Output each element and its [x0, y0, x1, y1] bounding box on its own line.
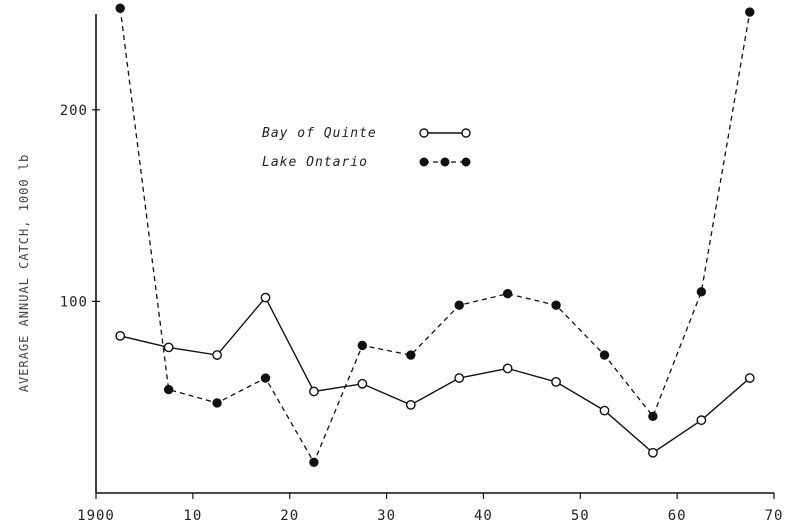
series-lake-ontario — [115, 3, 755, 468]
data-point-bay-of-quinte-1957.5 — [648, 447, 658, 458]
data-point-lake-ontario-1937.5 — [454, 300, 464, 310]
x-tick-label-70: 70 — [765, 508, 784, 524]
data-point-bay-of-quinte-1962.5 — [696, 415, 707, 426]
legend: Bay of Quinte Lake Ontario — [262, 126, 471, 170]
y-ticks: 100 200 — [60, 103, 100, 310]
x-tick-label-60: 60 — [668, 508, 687, 524]
y-tick-label-100: 100 — [60, 294, 88, 310]
legend-label-lake-ontario: Lake Ontario — [262, 155, 368, 170]
data-point-bay-of-quinte-1932.5 — [405, 399, 416, 410]
series-line-lake-ontario — [119, 8, 751, 464]
series-bay-of-quinte — [115, 292, 755, 458]
data-point-bay-of-quinte-1947.5 — [551, 376, 561, 387]
legend-marker-bay-of-quinte-end — [461, 128, 471, 138]
y-axis-label-group: AVERAGE ANNUAL CATCH, 1000 lb — [17, 154, 31, 393]
data-point-bay-of-quinte-1952.5 — [599, 405, 610, 416]
x-tick-label-30: 30 — [377, 508, 396, 524]
legend-label-bay-of-quinte: Bay of Quinte — [262, 126, 377, 141]
data-point-bay-of-quinte-1922.5 — [309, 386, 319, 397]
data-point-bay-of-quinte-1917.5 — [260, 292, 271, 303]
legend-marker-lake-ontario-3 — [461, 157, 471, 167]
x-ticks: 1900 10 20 30 40 50 60 70 — [77, 493, 784, 524]
x-tick-label-1900: 1900 — [77, 508, 115, 524]
legend-marker-lake-ontario-2 — [440, 157, 450, 167]
data-point-bay-of-quinte-1902.5 — [115, 330, 126, 341]
series-line-bay-of-quinte — [120, 296, 751, 454]
y-axis-label: AVERAGE ANNUAL CATCH, 1000 lb — [17, 154, 31, 393]
data-point-lake-ontario-1952.5 — [599, 350, 610, 360]
data-point-lake-ontario-1922.5 — [309, 457, 319, 468]
x-tick-label-10: 10 — [183, 508, 202, 524]
data-point-lake-ontario-1902.5 — [115, 3, 125, 13]
data-point-bay-of-quinte-1907.5 — [163, 342, 174, 353]
data-point-bay-of-quinte-1937.5 — [454, 373, 465, 383]
data-point-bay-of-quinte-1942.5 — [502, 363, 513, 374]
data-point-lake-ontario-1917.5 — [260, 373, 271, 383]
legend-marker-bay-of-quinte-start — [419, 128, 429, 138]
data-point-lake-ontario-1947.5 — [551, 300, 561, 310]
x-tick-label-20: 20 — [280, 508, 299, 524]
data-point-lake-ontario-1967.5 — [745, 7, 755, 17]
data-point-lake-ontario-1962.5 — [696, 287, 707, 297]
data-point-bay-of-quinte-1927.5 — [357, 378, 368, 389]
data-point-lake-ontario-1912.5 — [212, 398, 222, 408]
x-tick-label-40: 40 — [474, 508, 493, 524]
legend-marker-lake-ontario-1 — [419, 157, 429, 167]
data-point-lake-ontario-1942.5 — [502, 289, 513, 299]
y-tick-label-200: 200 — [60, 103, 88, 119]
data-point-bay-of-quinte-1967.5 — [744, 373, 755, 383]
data-point-lake-ontario-1932.5 — [406, 350, 416, 360]
data-point-lake-ontario-1927.5 — [357, 340, 368, 351]
data-point-lake-ontario-1907.5 — [163, 384, 174, 395]
data-point-lake-ontario-1957.5 — [648, 411, 658, 422]
data-point-bay-of-quinte-1912.5 — [212, 350, 222, 360]
x-tick-label-50: 50 — [571, 508, 590, 524]
